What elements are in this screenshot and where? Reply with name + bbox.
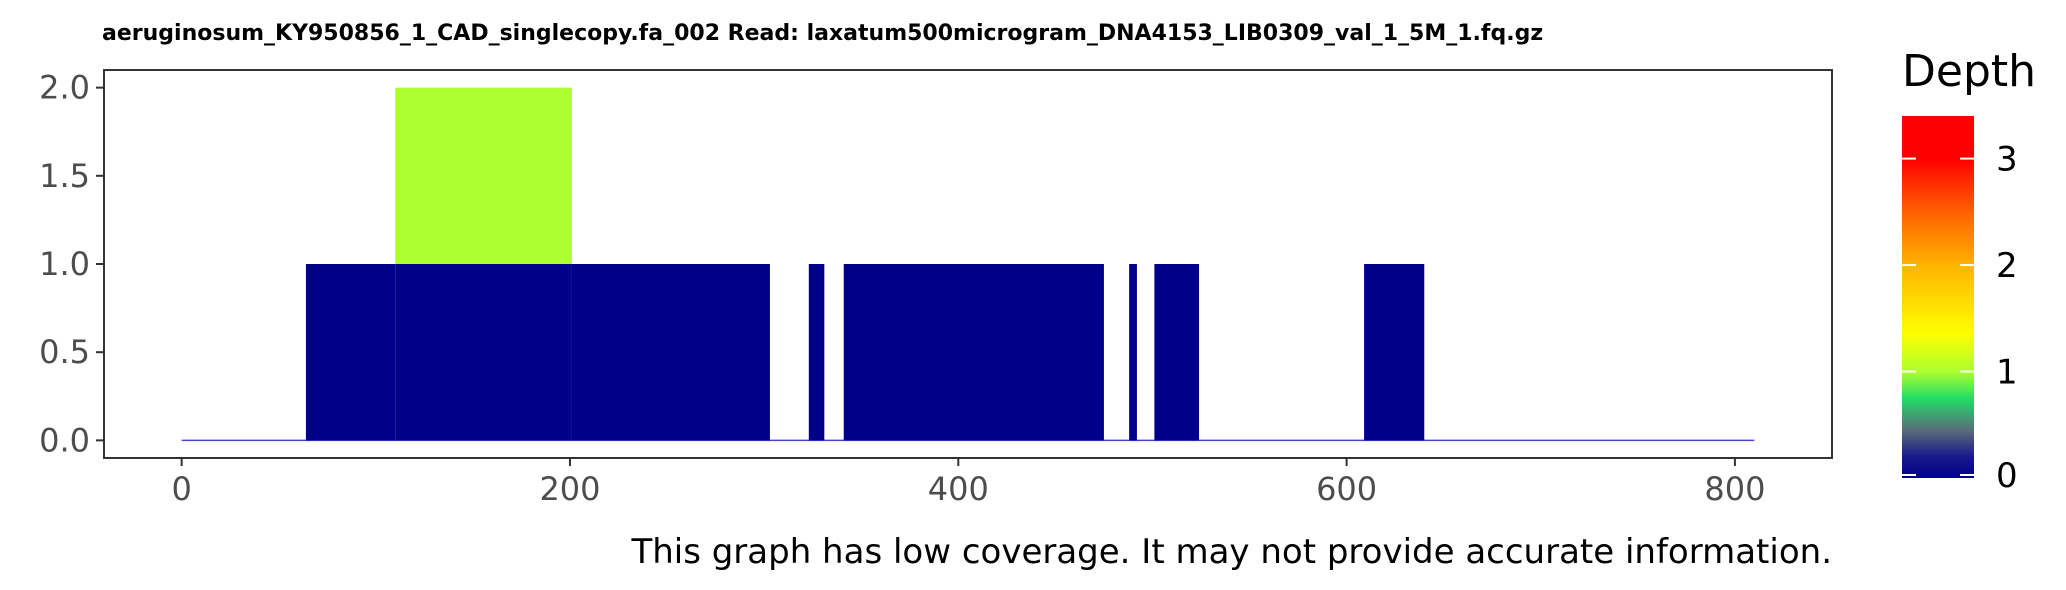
legend-tick-label: 1 [1996, 353, 2018, 393]
coverage-bar-1-layer-1 [305, 264, 396, 441]
coverage-bar-2-layer-1 [395, 264, 572, 441]
y-tick-label: 0.5 [39, 333, 90, 371]
coverage-bar-2-layer-2 [395, 87, 572, 265]
y-tick-label: 0.0 [39, 421, 90, 459]
legend-tick-label: 0 [1996, 456, 2018, 496]
low-coverage-note: This graph has low coverage. It may not … [630, 532, 1832, 572]
legend-title: Depth [1902, 46, 2036, 97]
legend-tick-label: 3 [1996, 140, 2018, 180]
legend-ticks: 0 1 2 3 [1902, 140, 2018, 496]
legend-tick-label: 2 [1996, 246, 2018, 286]
coverage-bar-7-layer-1 [843, 264, 1104, 441]
depth-legend: Depth 0 1 2 3 [1902, 46, 2036, 496]
coverage-bar-3-layer-1 [571, 264, 770, 441]
plot-area [181, 87, 1755, 442]
coverage-bar-5-layer-1 [808, 264, 825, 441]
coverage-bar-11-layer-1 [1154, 264, 1200, 441]
depth-colorbar [1902, 116, 1974, 478]
x-tick-label: 600 [1316, 470, 1377, 508]
y-tick-label: 1.5 [39, 157, 90, 195]
y-axis: 0.0 0.5 1.0 1.5 2.0 [39, 69, 104, 459]
coverage-bar-13-layer-1 [1364, 264, 1425, 441]
chart-title: aeruginosum_KY950856_1_CAD_singlecopy.fa… [102, 21, 1543, 46]
y-tick-label: 2.0 [39, 69, 90, 107]
coverage-bar-9-layer-1 [1129, 264, 1137, 441]
x-tick-label: 0 [171, 470, 191, 508]
x-tick-label: 400 [928, 470, 989, 508]
x-axis: 0 200 400 600 800 [171, 458, 1765, 508]
y-tick-label: 1.0 [39, 245, 90, 283]
x-tick-label: 800 [1704, 470, 1765, 508]
x-tick-label: 200 [539, 470, 600, 508]
